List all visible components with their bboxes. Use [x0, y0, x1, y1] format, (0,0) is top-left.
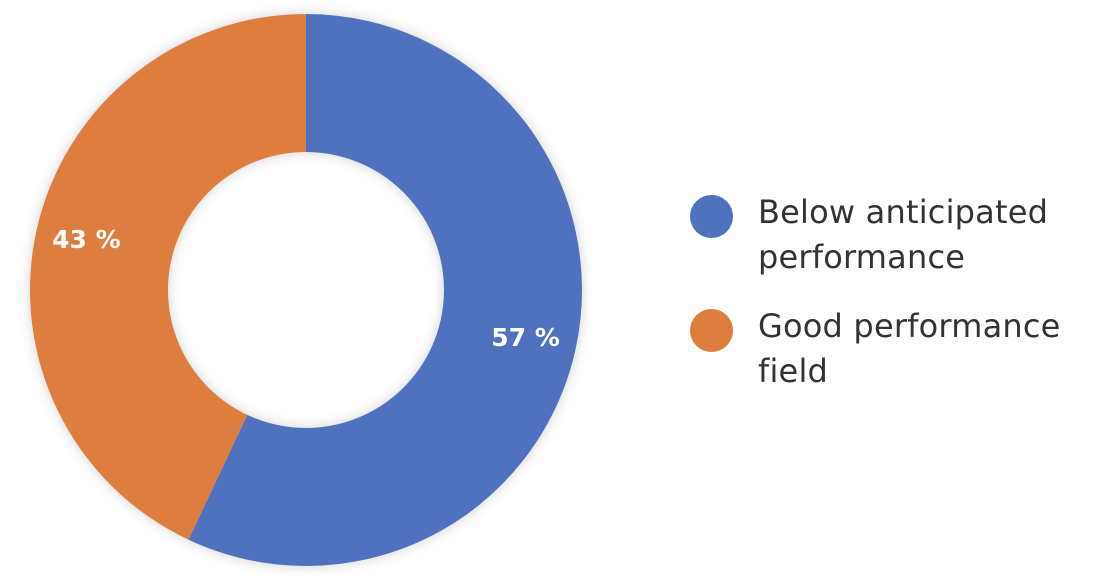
- legend-swatch-below-anticipated: [690, 195, 733, 238]
- legend-swatch-good-performance: [690, 309, 733, 352]
- legend-label-line-2: performance: [758, 238, 966, 276]
- donut-slice-good-performance: [29, 14, 307, 540]
- chart-legend: Below anticipated performance Good perfo…: [690, 190, 1102, 394]
- legend-label-line-1: Below anticipated: [758, 193, 1049, 231]
- slice-value-label-below-anticipated: 57 %: [491, 323, 560, 352]
- donut-value-labels: 57 % 43 %: [52, 225, 560, 352]
- slice-value-label-good-performance: 43 %: [52, 225, 121, 254]
- donut-slices: [29, 14, 582, 566]
- donut-chart: 57 % 43 %: [29, 14, 582, 566]
- legend-item-below-anticipated: Below anticipated performance: [690, 190, 1102, 280]
- legend-label-line-1: Good performance: [758, 307, 1061, 345]
- legend-label-line-2: field: [758, 352, 829, 390]
- legend-item-good-performance: Good performance field: [690, 304, 1102, 394]
- donut-slice-below-anticipated: [188, 14, 582, 566]
